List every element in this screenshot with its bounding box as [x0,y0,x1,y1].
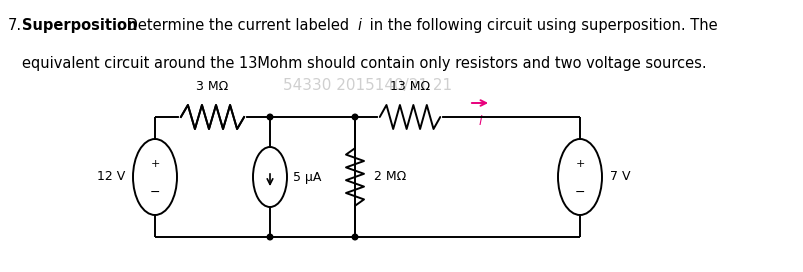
Circle shape [267,234,272,240]
Ellipse shape [557,139,601,215]
Ellipse shape [132,139,177,215]
Text: +: + [150,159,160,169]
Text: 7 V: 7 V [609,171,630,184]
Text: i: i [478,115,481,128]
Text: 2 MΩ: 2 MΩ [373,171,406,184]
Text: 54330 2015140/21 21: 54330 2015140/21 21 [283,78,451,93]
Text: −: − [574,186,585,199]
Text: Superposition: Superposition [22,18,137,33]
Text: 13 MΩ: 13 MΩ [389,80,430,93]
Text: 3 MΩ: 3 MΩ [196,80,228,93]
Text: 12 V: 12 V [96,171,124,184]
Text: −: − [149,186,160,199]
Text: i: i [357,18,361,33]
Text: +: + [575,159,584,169]
Text: 7.: 7. [8,18,22,33]
Text: equivalent circuit around the 13Mohm should contain only resistors and two volta: equivalent circuit around the 13Mohm sho… [22,56,706,71]
Text: in the following circuit using superposition. The: in the following circuit using superposi… [365,18,717,33]
Circle shape [352,234,357,240]
Text: 5 μA: 5 μA [292,171,321,184]
Ellipse shape [253,147,287,207]
Circle shape [352,114,357,120]
Text: : Determine the current labeled: : Determine the current labeled [117,18,353,33]
Circle shape [267,114,272,120]
